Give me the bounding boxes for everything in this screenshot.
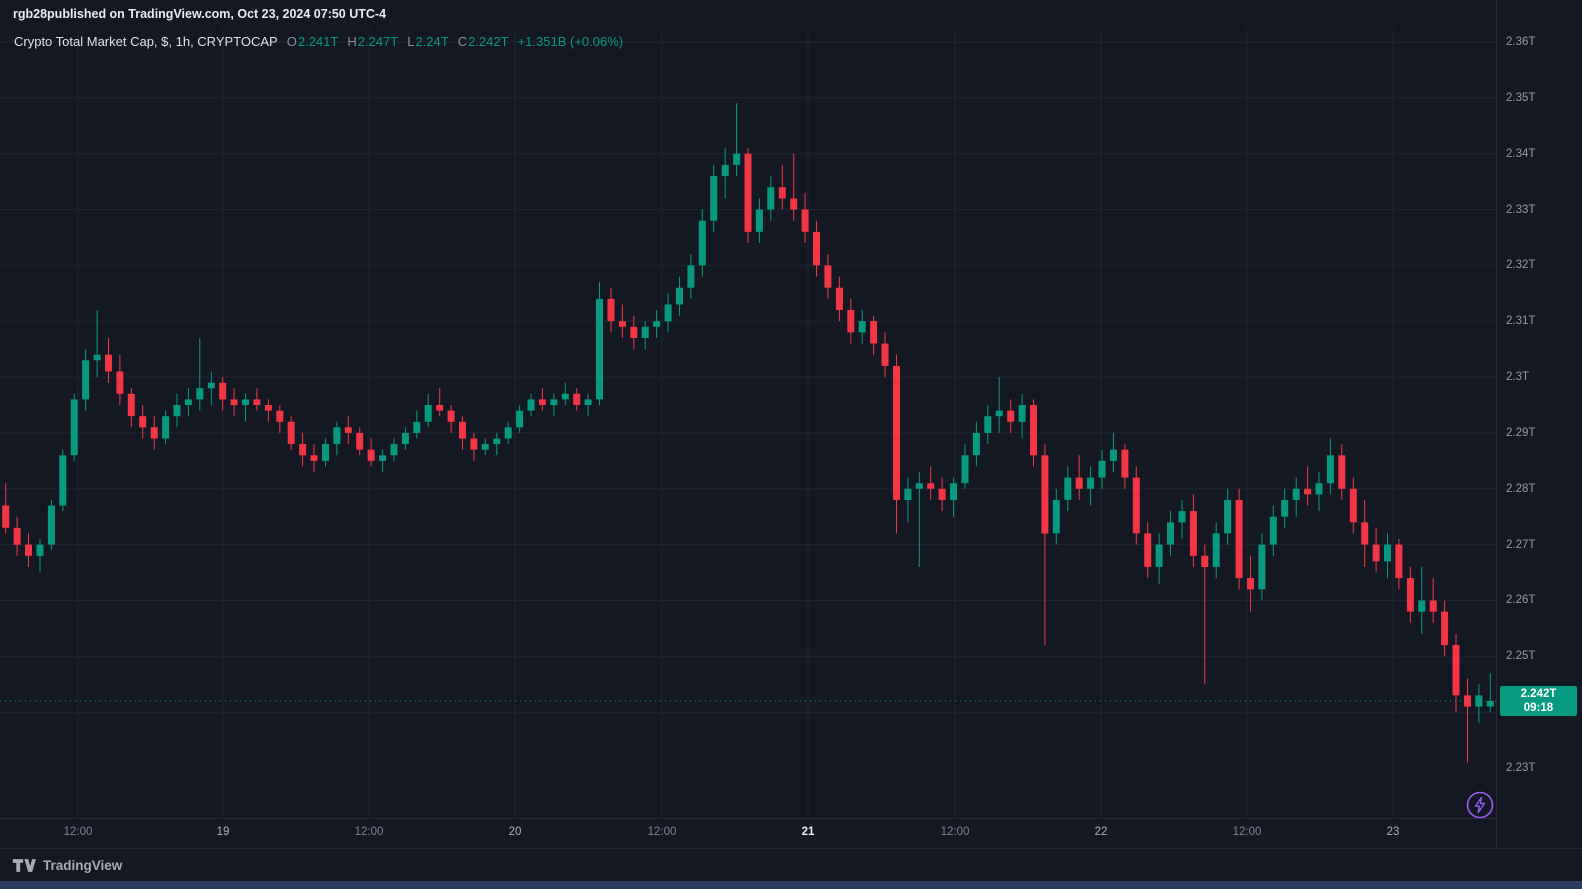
ohlc-close-value: 2.242T xyxy=(468,34,509,49)
time-axis-label: 12:00 xyxy=(647,826,677,838)
price-axis-label: 2.34T xyxy=(1506,147,1536,160)
current-price-value: 2.242T xyxy=(1520,687,1557,700)
ohlc-open-value: 2.241T xyxy=(297,34,339,49)
time-axis-label: 12:00 xyxy=(354,826,384,838)
time-axis[interactable]: 12:00 19 12:00 20 12:00 21 12:00 22 12:00 23 xyxy=(0,818,1496,848)
ohlc-high-value: 2.247T xyxy=(357,34,399,49)
lightning-button[interactable] xyxy=(1465,790,1495,820)
time-axis-label: 22 xyxy=(1094,826,1108,838)
ohlc-low: L 2.24T xyxy=(407,34,448,49)
current-price-badge: 2.242T 09:18 xyxy=(1500,685,1577,716)
ohlc-high: H 2.247T xyxy=(347,34,398,49)
ohlc-high-label: H xyxy=(347,34,357,49)
ohlc-open: O 2.241T xyxy=(287,34,339,49)
price-axis-label: 2.29T xyxy=(1506,426,1536,439)
publish-text: published on TradingView.com, Oct 23, 20… xyxy=(47,7,387,21)
tradingview-logo-icon[interactable] xyxy=(12,858,36,873)
price-axis-label: 2.35T xyxy=(1506,91,1536,104)
publish-author: rgb28 xyxy=(13,7,48,21)
price-axis-label: 2.25T xyxy=(1506,650,1536,663)
ohlc-low-value: 2.24T xyxy=(415,34,449,49)
ohlc-open-label: O xyxy=(286,34,297,49)
chart-legend: Crypto Total Market Cap, $, 1h, CRYPTOCA… xyxy=(14,34,623,49)
price-axis-label: 2.26T xyxy=(1506,594,1536,607)
price-axis-label: 2.36T xyxy=(1506,36,1536,48)
price-axis-label: 2.32T xyxy=(1506,259,1536,272)
time-axis-label: 23 xyxy=(1386,826,1400,838)
time-axis-label: 12:00 xyxy=(940,826,970,838)
price-axis-label: 2.28T xyxy=(1506,482,1536,495)
publish-bar: rgb28 published on TradingView.com, Oct … xyxy=(0,0,1582,28)
bar-countdown: 09:18 xyxy=(1523,701,1554,714)
ohlc-close: C 2.242T xyxy=(458,34,509,49)
time-axis-label: 19 xyxy=(216,826,230,838)
time-axis-label: 21 xyxy=(801,826,815,838)
ohlc-close-label: C xyxy=(457,34,468,49)
lightning-icon xyxy=(1466,791,1494,819)
price-axis-label: 2.23T xyxy=(1506,762,1536,774)
time-axis-label: 12:00 xyxy=(63,826,93,838)
price-axis-label: 2.3T xyxy=(1506,371,1530,384)
price-axis-label: 2.33T xyxy=(1506,203,1536,216)
footer-bar: TradingView xyxy=(0,848,1582,881)
brand-name[interactable]: TradingView xyxy=(43,857,123,873)
price-axis-label: 2.31T xyxy=(1506,315,1536,328)
ohlc-low-label: L xyxy=(407,34,415,49)
symbol-title[interactable]: Crypto Total Market Cap, $, 1h, CRYPTOCA… xyxy=(14,34,278,49)
change-value: +1.351B (+0.06%) xyxy=(517,34,624,49)
price-axis[interactable]: 2.36T 2.35T 2.34T 2.33T 2.32T 2.31T 2.3T 2.29T 2… xyxy=(1496,0,1582,848)
time-axis-label: 12:00 xyxy=(1232,826,1262,838)
candlestick-chart[interactable] xyxy=(0,0,1496,848)
price-axis-label: 2.27T xyxy=(1506,538,1536,551)
time-axis-label: 20 xyxy=(508,826,522,838)
bottom-accent-strip xyxy=(0,881,1582,889)
